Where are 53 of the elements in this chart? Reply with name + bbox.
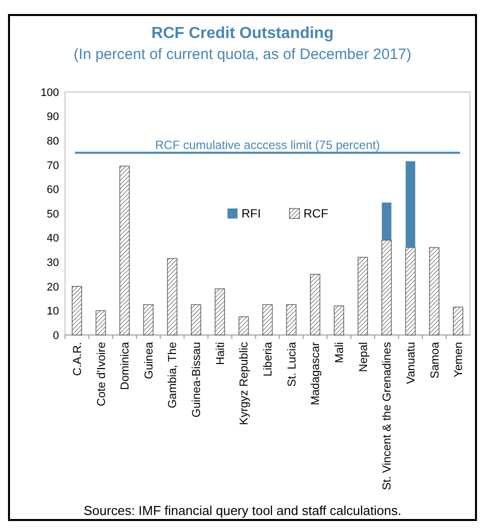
bar <box>358 256 368 336</box>
bar <box>143 304 154 336</box>
bar <box>190 304 202 336</box>
x-tick-label: Madagascar <box>310 342 322 406</box>
x-tick-label: C.A.R. <box>72 342 84 376</box>
x-tick-label: Gambia, The <box>167 342 180 408</box>
y-tick-label: 90 <box>46 111 59 124</box>
x-tick-label: Guinea <box>143 341 156 380</box>
source-note: Sources: IMF financial query tool and staff calculations. <box>84 503 402 518</box>
bar <box>262 304 273 336</box>
y-tick-label: 40 <box>46 232 59 245</box>
y-tick-label: 100 <box>40 86 59 99</box>
legend-label: RCF <box>304 206 328 221</box>
chart-subtitle: (In percent of current quota, as of December 2017) <box>72 45 412 65</box>
x-tick-label: Mali <box>334 342 346 364</box>
x-tick-label: Haiti <box>214 342 227 366</box>
y-tick-label: 50 <box>46 208 59 220</box>
bar <box>72 286 82 336</box>
x-tick-label: Liberia <box>262 341 275 377</box>
x-tick-label: Guinea-Bissau <box>191 342 204 418</box>
y-tick-label: 10 <box>46 306 59 318</box>
ref-line-label: RCF cumulative acccess limit (75 percent) <box>155 138 380 152</box>
y-tick-label: 30 <box>46 256 59 269</box>
y-tick-label: 0 <box>52 330 59 342</box>
legend-label: RFI <box>242 206 261 221</box>
x-tick-label: St. Lucia <box>286 341 298 387</box>
y-tick-label: 60 <box>46 184 59 196</box>
y-tick-label: 80 <box>46 135 59 148</box>
bar <box>406 161 416 248</box>
y-tick-label: 70 <box>46 160 59 172</box>
bar <box>405 247 416 336</box>
bar <box>238 316 249 336</box>
bar <box>382 240 392 336</box>
bar <box>96 310 106 336</box>
x-tick-label: Dominica <box>120 341 132 390</box>
bar <box>119 166 130 336</box>
x-tick-label: Samoa <box>429 341 442 378</box>
x-tick-label: Vanuatu <box>405 342 418 384</box>
bar <box>429 247 440 336</box>
x-tick-label: St. Vincent & the Grenadines <box>382 342 394 490</box>
x-tick-label: Cote d'Ivoire <box>96 342 108 406</box>
bar <box>286 304 296 336</box>
chart-title: RCF Credit Outstanding <box>151 25 334 42</box>
bar <box>310 274 320 336</box>
y-tick-label: 20 <box>46 281 59 294</box>
bar <box>334 306 344 336</box>
bar <box>214 288 225 336</box>
bar <box>167 258 178 336</box>
bar <box>453 306 464 336</box>
x-tick-label: Kyrgyz Republic <box>238 342 251 426</box>
x-tick-label: Yemen <box>453 342 466 378</box>
bar <box>382 202 392 240</box>
x-tick-label: Nepal <box>358 342 370 372</box>
